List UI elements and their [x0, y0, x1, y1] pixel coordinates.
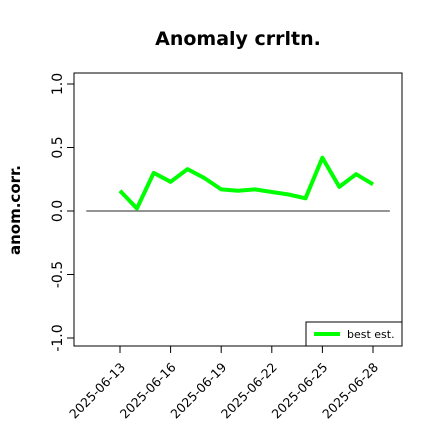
- legend: best est.: [305, 321, 403, 347]
- chart-title: Anomaly crrltn.: [155, 28, 321, 50]
- legend-label: best est.: [347, 328, 395, 341]
- series-line-best-est: [118, 155, 375, 211]
- y-tick-label: -0.5: [50, 261, 66, 288]
- y-tick-label: 1.0: [50, 73, 66, 95]
- y-tick-label: -1.0: [50, 324, 66, 351]
- y-tick-label: 0.5: [50, 136, 66, 158]
- y-tick-label: 0.0: [50, 200, 66, 222]
- x-axis: 2025-06-132025-06-162025-06-192025-06-22…: [66, 345, 381, 421]
- plot-area: [86, 155, 390, 212]
- y-axis: -1.0 -0.5 0.0 0.5 1.0: [50, 73, 75, 352]
- y-axis-label: anom.corr.: [6, 165, 24, 255]
- plot-frame: [73, 72, 403, 347]
